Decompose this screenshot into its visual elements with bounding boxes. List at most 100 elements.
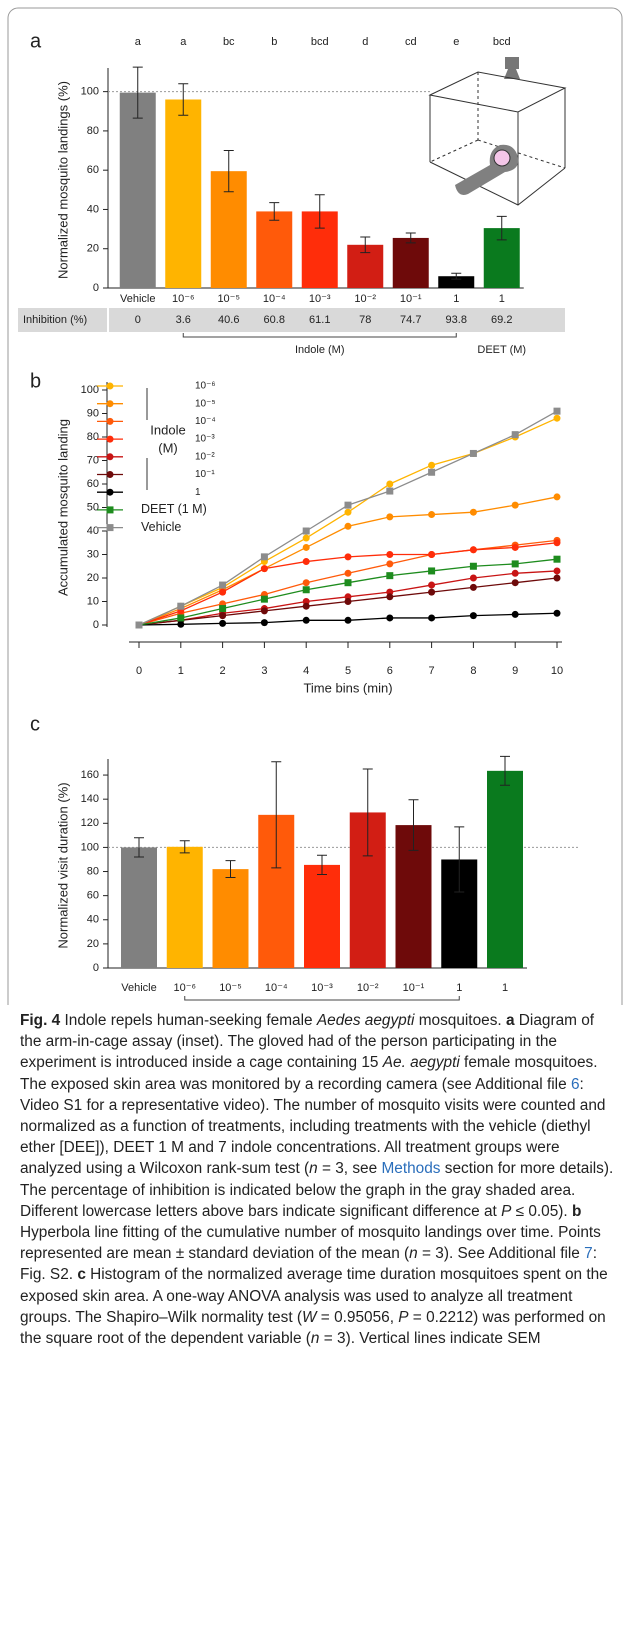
- point: [511, 431, 519, 439]
- y-tick-label: 0: [93, 619, 99, 631]
- point: [469, 562, 477, 570]
- point: [469, 612, 477, 620]
- table-cell: 69.2: [491, 314, 512, 326]
- panel-label: a: [30, 30, 42, 52]
- caption-text: female mosquitoes. The exposed skin area…: [20, 1054, 598, 1093]
- x-tick-label: 1: [502, 982, 508, 994]
- x-tick-label: Vehicle: [120, 293, 155, 305]
- point: [177, 602, 185, 610]
- y-tick-label: 120: [81, 817, 99, 829]
- point: [344, 569, 352, 577]
- caption-text: = 3). Vertical lines indicate SEM: [319, 1330, 541, 1348]
- point: [386, 593, 394, 601]
- table-cell: 40.6: [218, 314, 239, 326]
- x-tick-label: 10⁻⁵: [219, 982, 242, 994]
- y-axis-label: Accumulated mosquito landing: [55, 419, 70, 596]
- bar: [212, 869, 249, 968]
- caption-italic: P: [501, 1202, 512, 1220]
- y-tick-label: 50: [87, 501, 99, 513]
- error-bar: [496, 215, 507, 241]
- legend-marker: [106, 417, 114, 425]
- point: [469, 574, 477, 582]
- caption-italic: Ae. aegypti: [382, 1054, 460, 1072]
- caption-bold: Fig. 4: [20, 1012, 61, 1029]
- point: [302, 616, 310, 624]
- y-tick-label: 0: [93, 282, 99, 294]
- table-header: Inhibition (%): [23, 314, 87, 326]
- y-tick-label: 160: [81, 769, 99, 781]
- x-tick-label: 3: [261, 665, 267, 677]
- caption-text: = 0.2212) was performed on the square ro…: [20, 1308, 606, 1348]
- point: [511, 560, 519, 568]
- caption-italic: W: [302, 1308, 317, 1326]
- legend-label: Vehicle: [141, 520, 181, 534]
- point: [344, 616, 352, 624]
- point: [511, 610, 519, 618]
- y-tick-label: 140: [81, 793, 99, 805]
- point: [553, 609, 561, 617]
- x-tick-label: 1: [453, 293, 459, 305]
- significance-letter: bc: [223, 36, 235, 48]
- point: [344, 522, 352, 530]
- point: [428, 468, 436, 476]
- y-tick-label: 30: [87, 548, 99, 560]
- significance-letter: bcd: [311, 36, 329, 48]
- x-tick-label: 1: [499, 293, 505, 305]
- legend-label: 1: [195, 487, 201, 498]
- bar: [304, 864, 340, 968]
- point: [302, 586, 310, 594]
- point: [177, 614, 185, 622]
- bar: [487, 770, 523, 968]
- point: [428, 511, 436, 519]
- point: [302, 543, 310, 551]
- point: [219, 581, 227, 589]
- point: [302, 558, 310, 566]
- y-tick-label: 100: [81, 86, 99, 98]
- bar: [392, 237, 429, 288]
- bar: [166, 846, 203, 968]
- error-bar: [223, 150, 234, 193]
- point: [219, 588, 227, 596]
- caption-text: = 3, see: [317, 1160, 382, 1178]
- error-bar: [454, 826, 465, 893]
- legend-marker: [106, 400, 114, 408]
- significance-letter: a: [180, 36, 187, 48]
- legend-title: (M): [158, 440, 178, 455]
- y-tick-label: 20: [87, 938, 99, 950]
- error-bar: [360, 236, 371, 254]
- x-tick-label: 4: [303, 665, 309, 677]
- significance-letter: bcd: [493, 36, 511, 48]
- caption-text: : Fig. S2.: [20, 1245, 597, 1284]
- point: [386, 513, 394, 521]
- x-tick-label: 6: [387, 665, 393, 677]
- caption-link[interactable]: 7: [584, 1245, 593, 1263]
- point: [135, 621, 143, 629]
- legend-marker: [106, 524, 114, 532]
- error-bar: [317, 854, 327, 876]
- x-tick-label: 9: [512, 665, 518, 677]
- x-tick-label: 0: [136, 665, 142, 677]
- caption-text: Histogram of the normalized average time…: [20, 1266, 608, 1326]
- significance-letter: d: [362, 36, 368, 48]
- point: [428, 614, 436, 622]
- caption-italic: n: [409, 1245, 418, 1263]
- x-tick-label: 10⁻³: [311, 982, 333, 994]
- caption-text: = 3). See Additional file: [417, 1245, 585, 1263]
- x-tick-label: 10⁻⁴: [265, 982, 288, 994]
- error-bar: [178, 83, 189, 116]
- error-bar: [225, 860, 236, 879]
- caption-bold: c: [77, 1266, 86, 1284]
- error-bar: [134, 837, 144, 858]
- point: [260, 565, 268, 573]
- cage-diagram: [428, 57, 567, 206]
- caption-text: ≤ 0.05).: [511, 1202, 572, 1220]
- point: [511, 569, 519, 577]
- point: [344, 508, 352, 516]
- point: [386, 480, 394, 488]
- caption-link[interactable]: 6: [570, 1075, 580, 1093]
- caption-italic: Aedes aegypti: [316, 1012, 415, 1029]
- caption-link[interactable]: Methods: [381, 1160, 441, 1178]
- legend-marker: [106, 488, 114, 496]
